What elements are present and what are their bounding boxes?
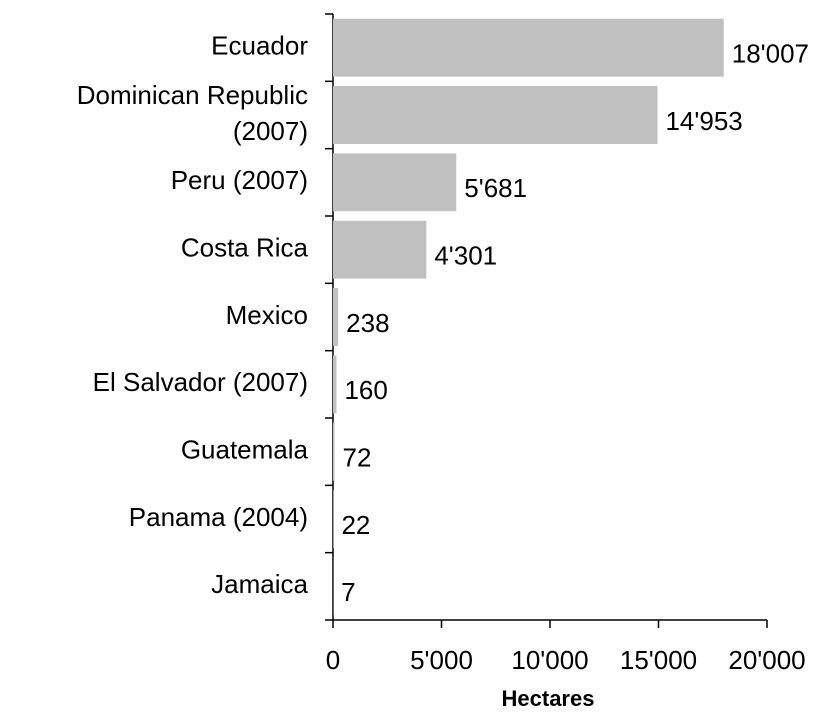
data-label: 238 [346,308,389,338]
data-label: 72 [343,443,372,473]
data-label: 160 [344,375,387,405]
x-tick-label: 15'000 [620,645,697,675]
data-label: 4'301 [434,241,497,271]
data-label: 14'953 [665,106,742,136]
data-label: 22 [341,510,370,540]
y-tick-label: Mexico [226,300,308,330]
x-tick-label: 20'000 [728,645,805,675]
bar [333,288,339,346]
bar [333,355,337,414]
y-tick-label: Guatemala [181,435,309,465]
y-tick-label: Panama (2004) [129,502,308,532]
y-tick-label: Jamaica [211,569,308,599]
data-label: 5'681 [464,173,527,203]
data-label: 18'007 [732,39,809,69]
x-tick-label: 0 [326,645,340,675]
y-tick-label: Ecuador [211,31,308,61]
bar [333,86,658,144]
bar [333,220,427,279]
y-tick-label: El Salvador (2007) [93,367,308,397]
y-tick-label: Dominican Republic (2007) [77,80,308,146]
y-tick-label: Costa Rica [181,233,309,263]
x-axis-label: Hectares [502,686,595,711]
data-label: 7 [341,577,355,607]
y-tick-label: Peru (2007) [171,165,308,195]
x-tick-label: 5'000 [410,645,473,675]
bar [333,422,335,481]
x-tick-label: 10'000 [511,645,588,675]
bar [333,153,457,212]
bar [333,18,724,77]
